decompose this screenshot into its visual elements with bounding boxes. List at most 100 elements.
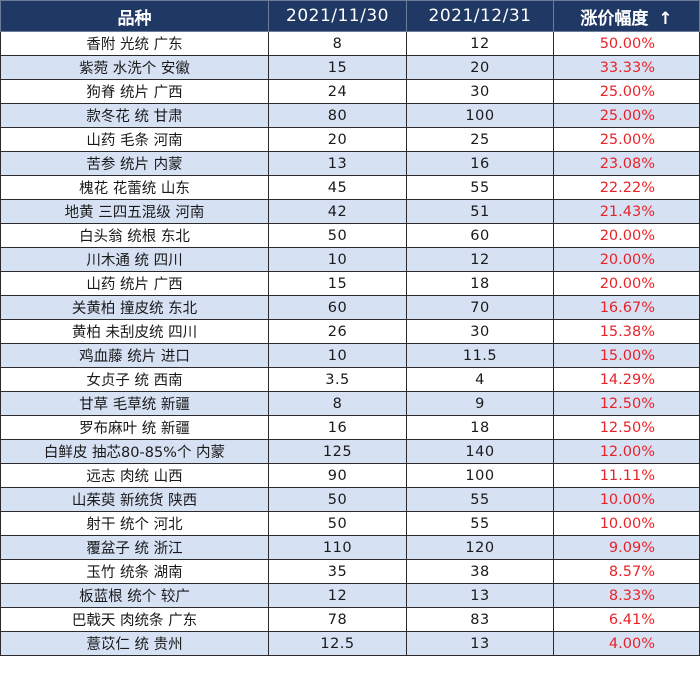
table-row: 川木通 统 四川 10 12 20.00% (0, 247, 700, 272)
header-row: 品种 2021/11/30 2021/12/31 涨价幅度 ↑ (0, 0, 700, 32)
cell-change-pct: 20.00% (553, 223, 700, 248)
cell-price-date-1: 10 (268, 343, 407, 368)
sort-arrow-icon[interactable]: ↑ (658, 8, 673, 29)
cell-price-date-1: 8 (268, 391, 407, 416)
cell-change-pct: 20.00% (553, 271, 700, 296)
table-row: 地黄 三四五混级 河南 42 51 21.43% (0, 199, 700, 224)
cell-change-pct: 15.00% (553, 343, 700, 368)
cell-variety: 款冬花 统 甘肃 (0, 103, 269, 128)
cell-price-date-1: 35 (268, 559, 407, 584)
header-date-2[interactable]: 2021/12/31 (406, 0, 554, 32)
cell-change-pct: 10.00% (553, 511, 700, 536)
table-row: 山药 毛条 河南 20 25 25.00% (0, 127, 700, 152)
cell-change-pct: 11.11% (553, 463, 700, 488)
cell-price-date-2: 70 (406, 295, 554, 320)
table-row: 覆盆子 统 浙江 110 120 9.09% (0, 535, 700, 560)
cell-price-date-1: 110 (268, 535, 407, 560)
cell-price-date-2: 51 (406, 199, 554, 224)
cell-change-pct: 8.33% (553, 583, 700, 608)
cell-price-date-2: 13 (406, 631, 554, 656)
cell-change-pct: 15.38% (553, 319, 700, 344)
cell-change-pct: 12.50% (553, 415, 700, 440)
table-row: 白鲜皮 抽芯80-85%个 内蒙 125 140 12.00% (0, 439, 700, 464)
cell-price-date-2: 120 (406, 535, 554, 560)
cell-variety: 巴戟天 肉统条 广东 (0, 607, 269, 632)
cell-price-date-2: 16 (406, 151, 554, 176)
cell-price-date-2: 60 (406, 223, 554, 248)
cell-change-pct: 25.00% (553, 103, 700, 128)
cell-variety: 白头翁 统根 东北 (0, 223, 269, 248)
table-row: 苦参 统片 内蒙 13 16 23.08% (0, 151, 700, 176)
cell-variety: 苦参 统片 内蒙 (0, 151, 269, 176)
cell-price-date-1: 8 (268, 31, 407, 56)
cell-price-date-1: 78 (268, 607, 407, 632)
cell-price-date-1: 24 (268, 79, 407, 104)
table-row: 巴戟天 肉统条 广东 78 83 6.41% (0, 607, 700, 632)
table-row: 白头翁 统根 东北 50 60 20.00% (0, 223, 700, 248)
header-change[interactable]: 涨价幅度 ↑ (553, 0, 700, 32)
cell-price-date-2: 55 (406, 175, 554, 200)
cell-price-date-1: 20 (268, 127, 407, 152)
table-row: 女贞子 统 西南 3.5 4 14.29% (0, 367, 700, 392)
table-row: 槐花 花蕾统 山东 45 55 22.22% (0, 175, 700, 200)
cell-change-pct: 25.00% (553, 127, 700, 152)
header-variety[interactable]: 品种 (0, 0, 269, 32)
table-row: 山药 统片 广西 15 18 20.00% (0, 271, 700, 296)
cell-variety: 薏苡仁 统 贵州 (0, 631, 269, 656)
cell-variety: 山药 统片 广西 (0, 271, 269, 296)
cell-change-pct: 12.00% (553, 439, 700, 464)
cell-price-date-1: 80 (268, 103, 407, 128)
cell-price-date-1: 15 (268, 271, 407, 296)
cell-price-date-2: 83 (406, 607, 554, 632)
cell-variety: 地黄 三四五混级 河南 (0, 199, 269, 224)
cell-change-pct: 50.00% (553, 31, 700, 56)
cell-variety: 覆盆子 统 浙江 (0, 535, 269, 560)
cell-price-date-2: 55 (406, 487, 554, 512)
cell-variety: 关黄柏 撞皮统 东北 (0, 295, 269, 320)
cell-price-date-1: 90 (268, 463, 407, 488)
cell-change-pct: 22.22% (553, 175, 700, 200)
cell-price-date-2: 25 (406, 127, 554, 152)
cell-variety: 甘草 毛草统 新疆 (0, 391, 269, 416)
cell-variety: 鸡血藤 统片 进口 (0, 343, 269, 368)
table-row: 玉竹 统条 湖南 35 38 8.57% (0, 559, 700, 584)
cell-change-pct: 20.00% (553, 247, 700, 272)
cell-variety: 山茱萸 新统货 陕西 (0, 487, 269, 512)
cell-price-date-2: 100 (406, 463, 554, 488)
cell-change-pct: 10.00% (553, 487, 700, 512)
cell-change-pct: 9.09% (553, 535, 700, 560)
cell-change-pct: 25.00% (553, 79, 700, 104)
cell-price-date-2: 55 (406, 511, 554, 536)
cell-variety: 狗脊 统片 广西 (0, 79, 269, 104)
cell-price-date-2: 12 (406, 247, 554, 272)
table-row: 射干 统个 河北 50 55 10.00% (0, 511, 700, 536)
cell-price-date-2: 18 (406, 271, 554, 296)
table-body: 香附 光统 广东 8 12 50.00% 紫菀 水洗个 安徽 15 20 33.33% 狗脊 统… (0, 31, 700, 656)
header-change-label: 涨价幅度 (580, 8, 649, 29)
table-row: 关黄柏 撞皮统 东北 60 70 16.67% (0, 295, 700, 320)
table-row: 黄柏 未刮皮统 四川 26 30 15.38% (0, 319, 700, 344)
cell-price-date-1: 26 (268, 319, 407, 344)
cell-change-pct: 16.67% (553, 295, 700, 320)
header-date-1[interactable]: 2021/11/30 (268, 0, 407, 32)
cell-price-date-1: 12.5 (268, 631, 407, 656)
cell-variety: 槐花 花蕾统 山东 (0, 175, 269, 200)
cell-change-pct: 8.57% (553, 559, 700, 584)
cell-change-pct: 6.41% (553, 607, 700, 632)
cell-variety: 远志 肉统 山西 (0, 463, 269, 488)
cell-price-date-2: 13 (406, 583, 554, 608)
cell-variety: 罗布麻叶 统 新疆 (0, 415, 269, 440)
cell-variety: 板蓝根 统个 较广 (0, 583, 269, 608)
table-row: 款冬花 统 甘肃 80 100 25.00% (0, 103, 700, 128)
cell-price-date-1: 15 (268, 55, 407, 80)
cell-change-pct: 14.29% (553, 367, 700, 392)
price-increase-table: 品种 2021/11/30 2021/12/31 涨价幅度 ↑ 香附 光统 广东 8… (0, 0, 700, 656)
table-row: 香附 光统 广东 8 12 50.00% (0, 31, 700, 56)
cell-variety: 玉竹 统条 湖南 (0, 559, 269, 584)
cell-price-date-2: 30 (406, 79, 554, 104)
cell-variety: 白鲜皮 抽芯80-85%个 内蒙 (0, 439, 269, 464)
cell-price-date-1: 50 (268, 223, 407, 248)
table-row: 板蓝根 统个 较广 12 13 8.33% (0, 583, 700, 608)
cell-price-date-2: 30 (406, 319, 554, 344)
cell-price-date-1: 45 (268, 175, 407, 200)
